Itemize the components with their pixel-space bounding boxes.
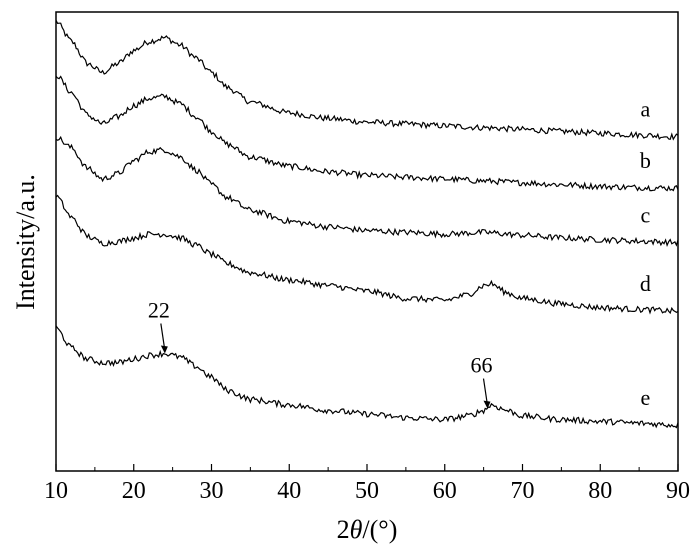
series-label-e: e [640, 385, 650, 410]
plot-area [55, 20, 679, 429]
series-line-e [55, 325, 679, 429]
x-tick-label-60: 60 [433, 478, 457, 504]
series-label-d: d [640, 271, 651, 296]
annotation-label-66: 66 [471, 353, 493, 378]
series-line-a [55, 20, 679, 141]
x-axis-title-suffix: /(°) [362, 515, 397, 544]
x-tick-label-80: 80 [588, 478, 612, 504]
x-axis-title: 2θ/(°) [337, 515, 398, 544]
annotation-arrowhead-66 [483, 400, 491, 409]
annotations: 22 66 [148, 297, 493, 409]
x-tick-label-90: 90 [666, 478, 690, 504]
x-tick-label-70: 70 [511, 478, 535, 504]
series-line-d [55, 194, 679, 315]
y-axis-title: Intensity/a.u. [11, 174, 40, 310]
annotation-label-22: 22 [148, 297, 170, 322]
x-tick-label-50: 50 [355, 478, 379, 504]
x-axis-title-symbol: θ [350, 515, 363, 544]
x-tick-label-20: 20 [122, 478, 146, 504]
series-line-b [55, 75, 679, 192]
x-tick-label-10: 10 [44, 478, 68, 504]
x-tick-label-30: 30 [200, 478, 224, 504]
x-tick-label-40: 40 [277, 478, 301, 504]
series-label-c: c [640, 202, 650, 227]
series-line-c [55, 135, 679, 247]
x-ticks: 10 20 30 40 50 60 70 80 90 [44, 464, 690, 504]
series-label-b: b [640, 148, 651, 173]
x-axis-title-prefix: 2 [337, 515, 350, 544]
series-labels: a b c d e [640, 97, 651, 410]
series-label-a: a [640, 97, 650, 122]
annotation-arrowhead-22 [160, 345, 168, 354]
